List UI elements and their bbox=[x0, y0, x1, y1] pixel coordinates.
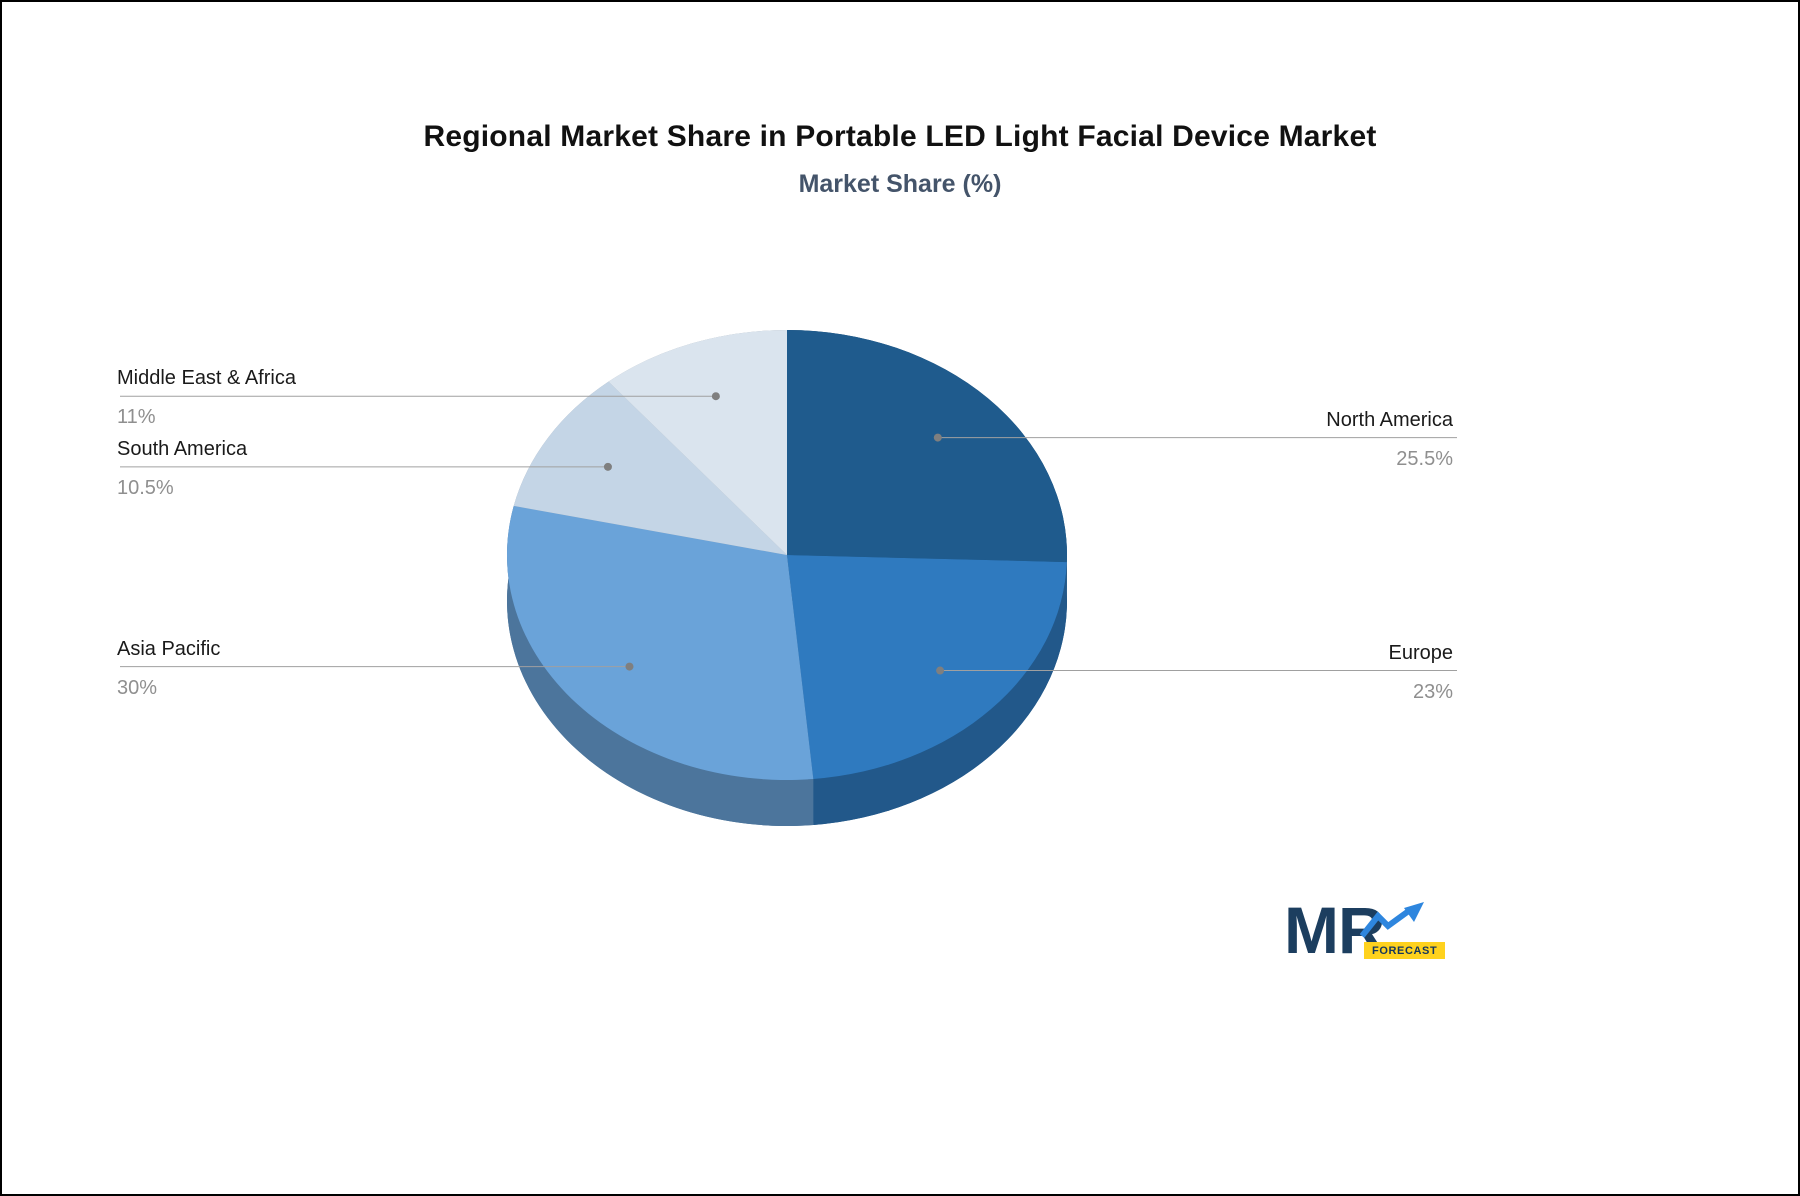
slice-label-value: 23% bbox=[1412, 680, 1453, 703]
leader-dot-europe bbox=[936, 666, 945, 675]
slice-label-value: 25.5% bbox=[1396, 447, 1453, 470]
leader-dot-north-america bbox=[933, 433, 942, 442]
slice-label-name: Asia Pacific bbox=[117, 637, 221, 660]
chart-title: Regional Market Share in Portable LED Li… bbox=[423, 120, 1377, 153]
leader-dot-middle-east-africa bbox=[711, 392, 720, 401]
leader-dot-asia-pacific bbox=[625, 662, 634, 671]
chart-subtitle: Market Share (%) bbox=[798, 170, 1002, 198]
slice-label-value: 10.5% bbox=[117, 476, 174, 499]
pie-slice-south-america bbox=[513, 381, 787, 555]
slice-label-name: Middle East & Africa bbox=[117, 367, 296, 390]
slice-label-middle-east-africa: Middle East & Africa 11% bbox=[117, 365, 296, 430]
slice-label-value: 30% bbox=[117, 676, 158, 699]
slice-label-asia-pacific: Asia Pacific 30% bbox=[117, 636, 220, 701]
leader-dot-south-america bbox=[603, 462, 612, 471]
slice-label-name: Europe bbox=[1388, 641, 1454, 664]
slice-label-europe: Europe 23% bbox=[1389, 640, 1454, 705]
pie-slice-north-america bbox=[787, 330, 1067, 563]
slice-label-value: 11% bbox=[117, 406, 156, 429]
pie-slice-asia-pacific bbox=[506, 505, 814, 780]
logo-badge: FORECAST bbox=[1364, 942, 1446, 959]
brand-logo: MR FORECAST bbox=[1284, 897, 1446, 964]
pie-rim-asia-pacific bbox=[506, 505, 814, 826]
slice-label-south-america: South America 10.5% bbox=[117, 436, 247, 501]
trend-arrow-icon bbox=[1360, 902, 1424, 938]
slice-label-north-america: North America 25.5% bbox=[1326, 407, 1453, 472]
slice-label-name: South America bbox=[117, 437, 248, 460]
pie-slice-middle-east-africa bbox=[608, 330, 787, 555]
pie-slice-europe bbox=[787, 555, 1067, 780]
slice-label-name: North America bbox=[1326, 408, 1453, 431]
pie-rim-europe bbox=[813, 562, 1067, 826]
